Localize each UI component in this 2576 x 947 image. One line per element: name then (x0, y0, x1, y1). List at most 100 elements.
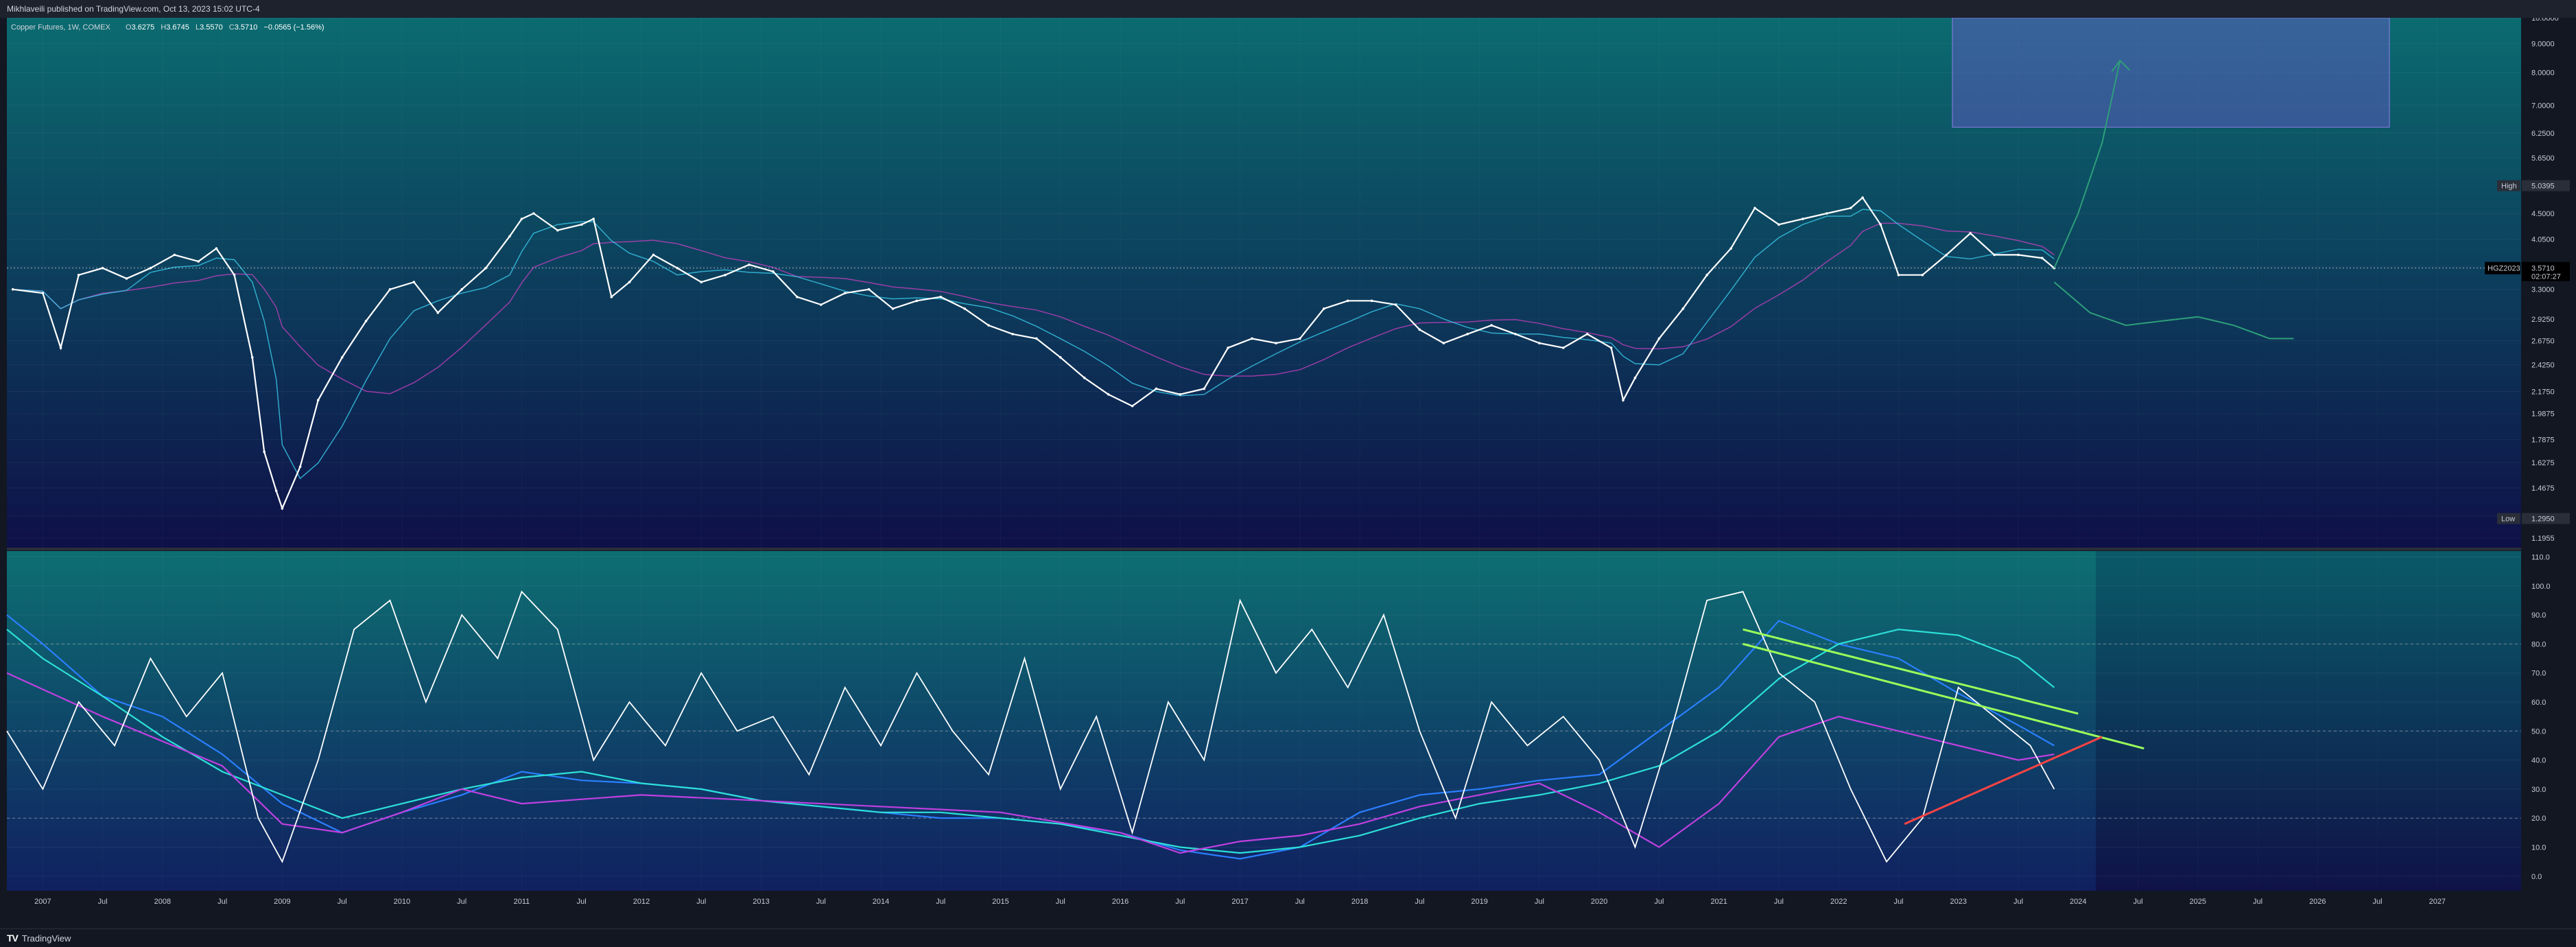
uptrend-trendline[interactable] (1742, 628, 2079, 715)
price-tick-label: 9.0000 (2531, 40, 2555, 49)
price-point (298, 465, 302, 468)
oscillator-gridlines (7, 556, 2521, 877)
price-point (843, 292, 847, 294)
price-tick-label: 2.9250 (2531, 316, 2555, 324)
oscillator-tick-label: 0.0 (2531, 873, 2542, 881)
price-point (250, 356, 254, 359)
price-point (1921, 273, 1924, 277)
price-point (1107, 393, 1110, 396)
time-tick-label: 2027 (2429, 898, 2446, 906)
price-tick-label: 1.7875 (2531, 436, 2555, 445)
projection-arrowhead-icon (2111, 59, 2131, 72)
price-point (1035, 337, 1038, 340)
price-point (1879, 223, 1882, 226)
publish-header: Mikhlaveili published on TradingView.com… (0, 0, 2576, 18)
last-price-tag-background (2522, 261, 2570, 281)
time-tick-label: 2023 (1950, 898, 1966, 906)
time-tick-label: Jul (457, 898, 466, 906)
price-point (1585, 333, 1589, 336)
price-point (173, 253, 176, 257)
projection-up-path[interactable] (2053, 60, 2121, 269)
price-point (700, 281, 703, 283)
oscillator-white-line (6, 590, 2055, 863)
price-point (1849, 207, 1852, 209)
oscillator-axis[interactable]: 110.0 100.0 90.0 80.0 70.0 60.0 50.0 40.0 30.0 20… (2531, 553, 2551, 880)
price-tick-label: 4.0500 (2531, 236, 2555, 244)
price-point (1609, 347, 1613, 349)
tradingview-mark-icon: TV (7, 933, 19, 944)
price-tick-label: 7.0000 (2531, 102, 2555, 110)
price-tick-label: 1.1955 (2531, 535, 2555, 543)
price-point (580, 223, 583, 226)
price-point (1801, 218, 1804, 220)
price-point (1729, 247, 1732, 250)
price-point (1251, 337, 1253, 340)
price-point (1418, 328, 1421, 331)
time-tick-label: 2019 (1471, 898, 1487, 906)
price-tick-label: 10.0000 (2531, 18, 2559, 23)
support-trendline[interactable] (1904, 736, 2103, 826)
time-tick-label: 2017 (1231, 898, 1248, 906)
price-point (1562, 347, 1565, 349)
time-tick-label: Jul (217, 898, 227, 906)
time-tick-label: Jul (1415, 898, 1424, 906)
time-tick-label: 2015 (992, 898, 1008, 906)
time-tick-label: 2010 (394, 898, 410, 906)
price-target-zone[interactable] (1952, 18, 2390, 128)
price-point (1131, 404, 1134, 408)
legend-low-label: L (196, 23, 200, 32)
price-point (1993, 253, 1996, 257)
price-point (508, 235, 511, 238)
oscillator-pane-background (7, 551, 2096, 891)
time-tick-label: Jul (2253, 898, 2262, 906)
time-tick-label: Jul (1535, 898, 1544, 906)
chart-canvas[interactable]: 10.0000 9.0000 8.0000 7.0000 6.2500 5.6500 4.5… (0, 18, 2576, 928)
time-tick-label: Jul (1175, 898, 1185, 906)
time-tick-label: Jul (98, 898, 108, 906)
oscillator-cyan-line (6, 629, 2055, 854)
slow-moving-average (12, 222, 2055, 395)
time-tick-label: 2011 (514, 898, 530, 906)
price-point (316, 399, 320, 401)
price-point (1011, 333, 1014, 336)
copper-price-line (12, 196, 2055, 511)
price-point (1370, 299, 1373, 303)
bar-countdown: 02:07:27 (2531, 273, 2561, 281)
price-tick-label: 6.2500 (2531, 130, 2555, 138)
oscillator-future-background (2096, 551, 2521, 891)
marker-value-background (2522, 513, 2570, 524)
price-axis[interactable]: 10.0000 9.0000 8.0000 7.0000 6.2500 5.6500 4.5… (2531, 18, 2559, 543)
price-point (2041, 257, 2044, 259)
price-point (987, 324, 990, 327)
publisher-text: Mikhlaveili published on TradingView.com… (7, 4, 260, 14)
price-point (1897, 273, 1900, 277)
time-tick-label: 2021 (1710, 898, 1727, 906)
price-point (1203, 387, 1206, 390)
legend-high: 3.6745 (166, 23, 189, 32)
price-point (436, 311, 440, 314)
oscillator-tick-label: 110.0 (2531, 553, 2550, 561)
footer-bar: TV TradingView (0, 928, 2576, 947)
price-tick-label: 2.6750 (2531, 338, 2555, 346)
price-point (215, 247, 218, 250)
time-tick-label: 2026 (2309, 898, 2326, 906)
oscillator-tick-label: 100.0 (2531, 583, 2551, 591)
price-point (1753, 207, 1756, 209)
trendlines-group[interactable] (1742, 628, 2144, 826)
time-axis[interactable]: 2007 Jul 2008 Jul 2009 Jul 2010 Jul 2011 Jul 2012 J… (34, 898, 2446, 906)
time-tick-label: 2016 (1112, 898, 1129, 906)
price-point (796, 295, 799, 299)
uptrend-trendline[interactable] (1742, 642, 2144, 750)
price-point (1538, 342, 1541, 344)
projection-down-path[interactable] (2053, 281, 2294, 340)
tradingview-logo[interactable]: TV TradingView (7, 933, 71, 944)
last-price-value: 3.5710 (2531, 265, 2555, 273)
price-point (77, 273, 80, 277)
legend-change: −0.0565 (−1.56%) (263, 23, 324, 32)
price-point (592, 218, 595, 220)
price-point (1083, 376, 1086, 379)
price-point (1514, 333, 1517, 336)
marker-label: Low (2501, 515, 2515, 524)
time-tick-label: Jul (1774, 898, 1784, 906)
legend-symbol: Copper Futures, 1W, COMEX (11, 23, 111, 32)
